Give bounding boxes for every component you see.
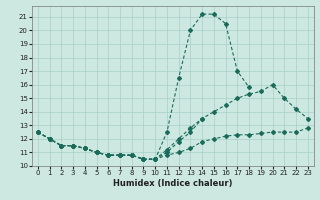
X-axis label: Humidex (Indice chaleur): Humidex (Indice chaleur) bbox=[113, 179, 233, 188]
